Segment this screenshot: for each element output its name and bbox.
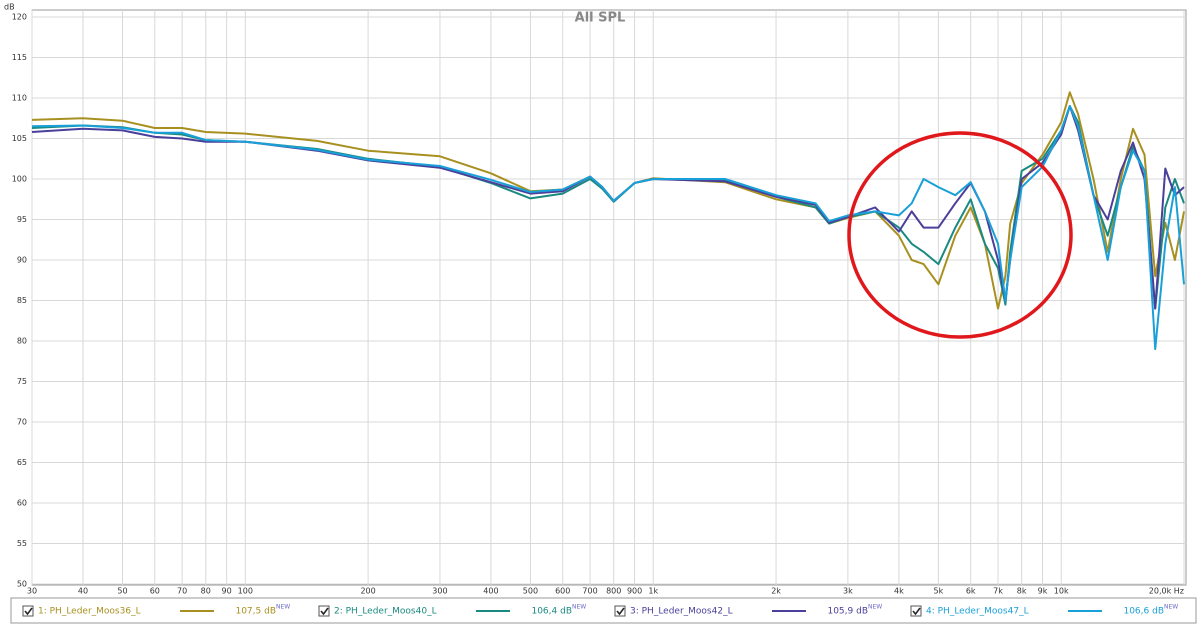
legend-name: 2: PH_Leder_Moos40_L xyxy=(334,607,437,617)
x-tick-label: 100 xyxy=(238,587,253,596)
lines xyxy=(31,91,1185,351)
y-tick-label: 115 xyxy=(12,53,27,62)
x-tick-label: 50 xyxy=(117,587,127,596)
y-tick-label: 120 xyxy=(12,13,27,22)
x-tick-label: 200 xyxy=(360,587,375,596)
y-tick-label: 75 xyxy=(17,377,27,386)
plot-frame xyxy=(31,9,1187,586)
x-tick-label: 600 xyxy=(555,587,570,596)
x-tick-label: 5k xyxy=(934,587,944,596)
x-tick-label: 400 xyxy=(483,587,498,596)
x-tick-label: 3k xyxy=(843,587,853,596)
x-tick-label: 500 xyxy=(523,587,538,596)
legend-name: 1: PH_Leder_Moos36_L xyxy=(38,607,141,617)
x-tick-label: 900 xyxy=(627,587,642,596)
x-tick-label: 40 xyxy=(78,587,88,596)
y-tick-label: 90 xyxy=(17,256,27,265)
legend-badge: NEW xyxy=(572,604,586,611)
y-tick-label: 70 xyxy=(17,418,27,427)
y-tick-label: 105 xyxy=(12,134,27,143)
highlight-circle xyxy=(847,131,1073,339)
y-tick-label: 110 xyxy=(12,94,27,103)
legend-badge: NEW xyxy=(868,604,882,611)
x-tick-label: 2k xyxy=(771,587,781,596)
y-tick-label: 95 xyxy=(17,215,27,224)
legend-checkbox[interactable] xyxy=(318,605,330,617)
legend-level: 107,5 dB xyxy=(235,607,276,617)
x-tick-label: 80 xyxy=(201,587,211,596)
x-tick-label: 800 xyxy=(606,587,621,596)
legend-checkbox[interactable] xyxy=(910,605,922,617)
legend-name: 3: PH_Leder_Moos42_L xyxy=(630,607,733,617)
x-tick-label: 90 xyxy=(222,587,232,596)
legend-checkmark xyxy=(320,607,329,616)
y-tick-label: 50 xyxy=(17,580,27,589)
series-line xyxy=(31,105,1185,351)
series-line xyxy=(31,91,1185,310)
x-tick-label: 9k xyxy=(1038,587,1048,596)
legend-level: 106,6 dB xyxy=(1123,607,1164,617)
legend-checkmark xyxy=(616,607,625,616)
x-tick-label: 30 xyxy=(27,587,37,596)
x-tick-label: 10k xyxy=(1054,587,1069,596)
y-axis-label: dB xyxy=(4,3,15,12)
legend-name: 4: PH_Leder_Moos47_L xyxy=(926,607,1029,617)
legend-level: 105,9 dB xyxy=(827,607,868,617)
legend-level: 106,4 dB xyxy=(531,607,572,617)
y-tick-label: 60 xyxy=(17,499,27,508)
legend-checkmark xyxy=(912,607,921,616)
y-tick-label: 65 xyxy=(17,458,27,467)
legend-checkmark xyxy=(24,607,33,616)
x-tick-label: 300 xyxy=(432,587,447,596)
legend-checkbox[interactable] xyxy=(22,605,34,617)
x-tick-label: 7k xyxy=(993,587,1003,596)
y-tick-label: 85 xyxy=(17,296,27,305)
chart-title: All SPL xyxy=(575,11,626,26)
legend-checkbox[interactable] xyxy=(614,605,626,617)
x-tick-label: 6k xyxy=(966,587,976,596)
legend-badge: NEW xyxy=(1164,604,1178,611)
x-tick-label: 60 xyxy=(150,587,160,596)
x-tick-label: 4k xyxy=(894,587,904,596)
x-tick-label: 20,0k Hz xyxy=(1149,587,1184,596)
x-tick-label: 1k xyxy=(648,587,658,596)
x-tick-label: 8k xyxy=(1017,587,1027,596)
y-tick-label: 80 xyxy=(17,337,27,346)
legend: 1: PH_Leder_Moos36_L 107,5 dB NEW 2: PH_Led… xyxy=(22,604,1178,617)
y-tick-label: 55 xyxy=(17,539,27,548)
x-tick-label: 70 xyxy=(177,587,187,596)
grid xyxy=(31,10,1186,585)
y-tick-label: 100 xyxy=(12,175,27,184)
x-tick-label: 700 xyxy=(582,587,597,596)
legend-badge: NEW xyxy=(276,604,290,611)
